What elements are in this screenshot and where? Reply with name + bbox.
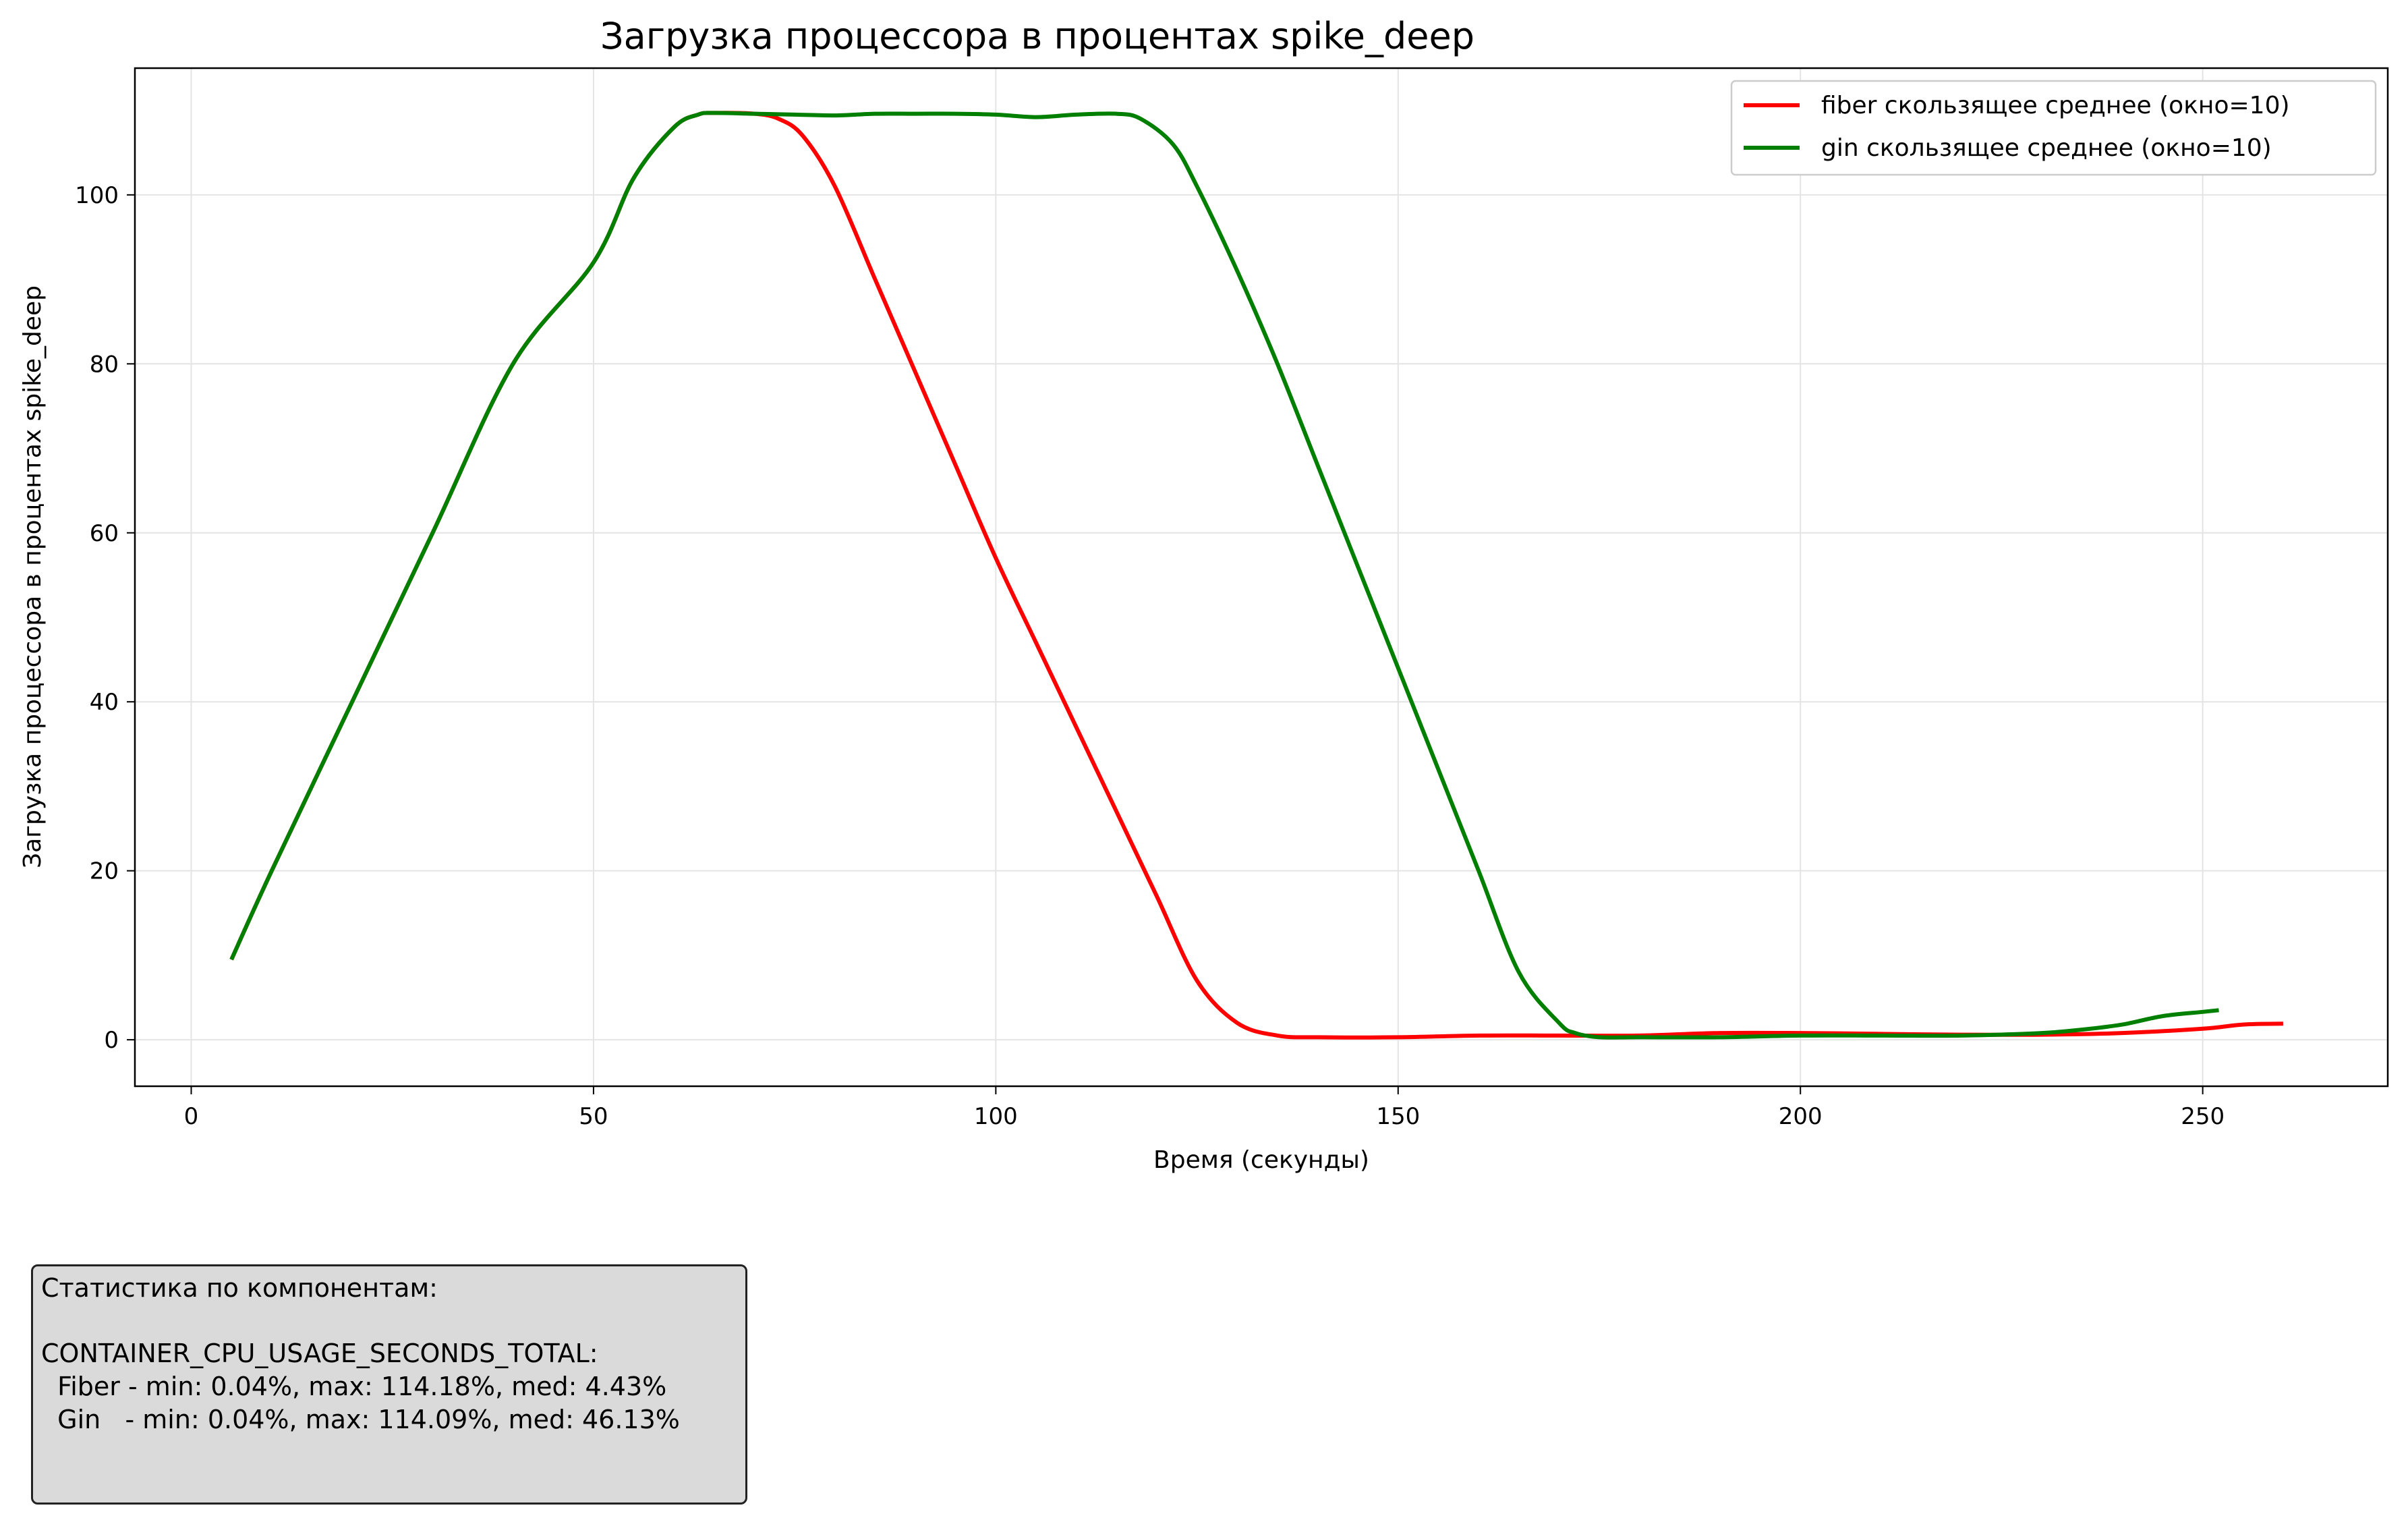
x-tick-label: 150 xyxy=(1376,1103,1420,1130)
stats-fiber-line: Fiber - min: 0.04%, max: 114.18%, med: 4… xyxy=(41,1371,667,1401)
stats-box: Статистика по компонентам: CONTAINER_CPU… xyxy=(31,1264,747,1505)
y-tick-label: 40 xyxy=(90,689,119,716)
series-lines xyxy=(229,111,2283,1040)
y-axis-label: Загрузка процессора в процентах spike_de… xyxy=(19,285,47,868)
y-tick-label: 0 xyxy=(104,1027,119,1054)
x-tick-label: 100 xyxy=(974,1103,1018,1130)
x-tick-label: 0 xyxy=(184,1103,199,1130)
x-tick-label: 250 xyxy=(2181,1103,2225,1130)
y-tick-label: 80 xyxy=(90,351,119,378)
stats-gin-line: Gin - min: 0.04%, max: 114.09%, med: 46.… xyxy=(41,1404,680,1434)
stats-heading: Статистика по компонентам: xyxy=(41,1273,438,1303)
series-line-fiber xyxy=(229,111,2283,1040)
legend-label-gin: gin скользящее среднее (окно=10) xyxy=(1821,134,2272,162)
x-axis-label: Время (секунды) xyxy=(1153,1146,1369,1174)
series-line-gin xyxy=(229,111,2219,1040)
stats-spacer xyxy=(41,1305,737,1338)
legend: fiber скользящее среднее (окно=10) gin с… xyxy=(1730,80,2377,176)
y-tick-label: 100 xyxy=(75,182,119,209)
axis-ticks: 0 50 100 150 200 250 0 20 40 60 80 100 xyxy=(75,182,2225,1130)
legend-frame xyxy=(1730,80,2377,176)
x-tick-label: 50 xyxy=(579,1103,608,1130)
x-tick-label: 200 xyxy=(1779,1103,1823,1130)
grid xyxy=(135,68,2388,1086)
stats-metric: CONTAINER_CPU_USAGE_SECONDS_TOTAL: xyxy=(41,1339,598,1369)
y-tick-label: 20 xyxy=(90,858,119,885)
y-tick-label: 60 xyxy=(90,520,119,547)
plot-area xyxy=(134,67,2389,1088)
legend-label-fiber: fiber скользящее среднее (окно=10) xyxy=(1821,92,2290,119)
chart-title: Загрузка процессора в процентах spike_de… xyxy=(600,15,1474,57)
